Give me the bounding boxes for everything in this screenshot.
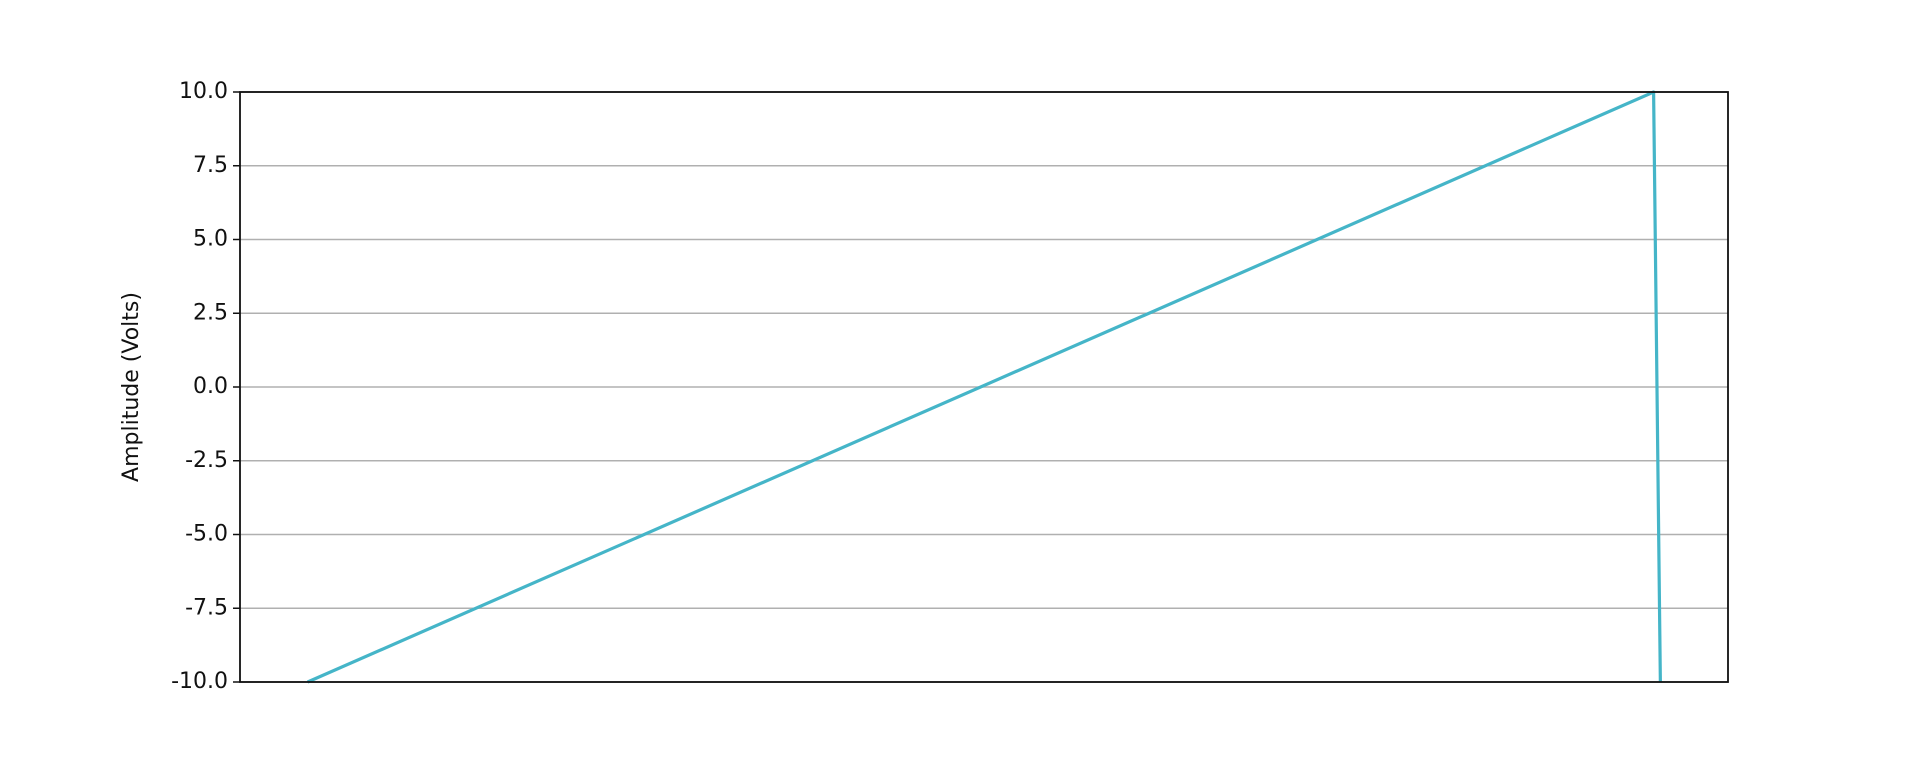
y-tick-label: 7.5	[193, 153, 228, 178]
plot-frame	[239, 91, 1729, 683]
y-tick-label: 10.0	[179, 79, 228, 104]
y-tick-label: 2.5	[193, 300, 228, 325]
y-tick-label: -2.5	[185, 448, 228, 473]
y-tick-label: 0.0	[193, 374, 228, 399]
y-tick-label: -7.5	[185, 595, 228, 620]
y-tick-label: -10.0	[171, 669, 228, 694]
y-tick-label: 5.0	[193, 227, 228, 252]
y-tick-label: -5.0	[185, 522, 228, 547]
y-axis-label: Amplitude (Volts)	[119, 292, 144, 482]
